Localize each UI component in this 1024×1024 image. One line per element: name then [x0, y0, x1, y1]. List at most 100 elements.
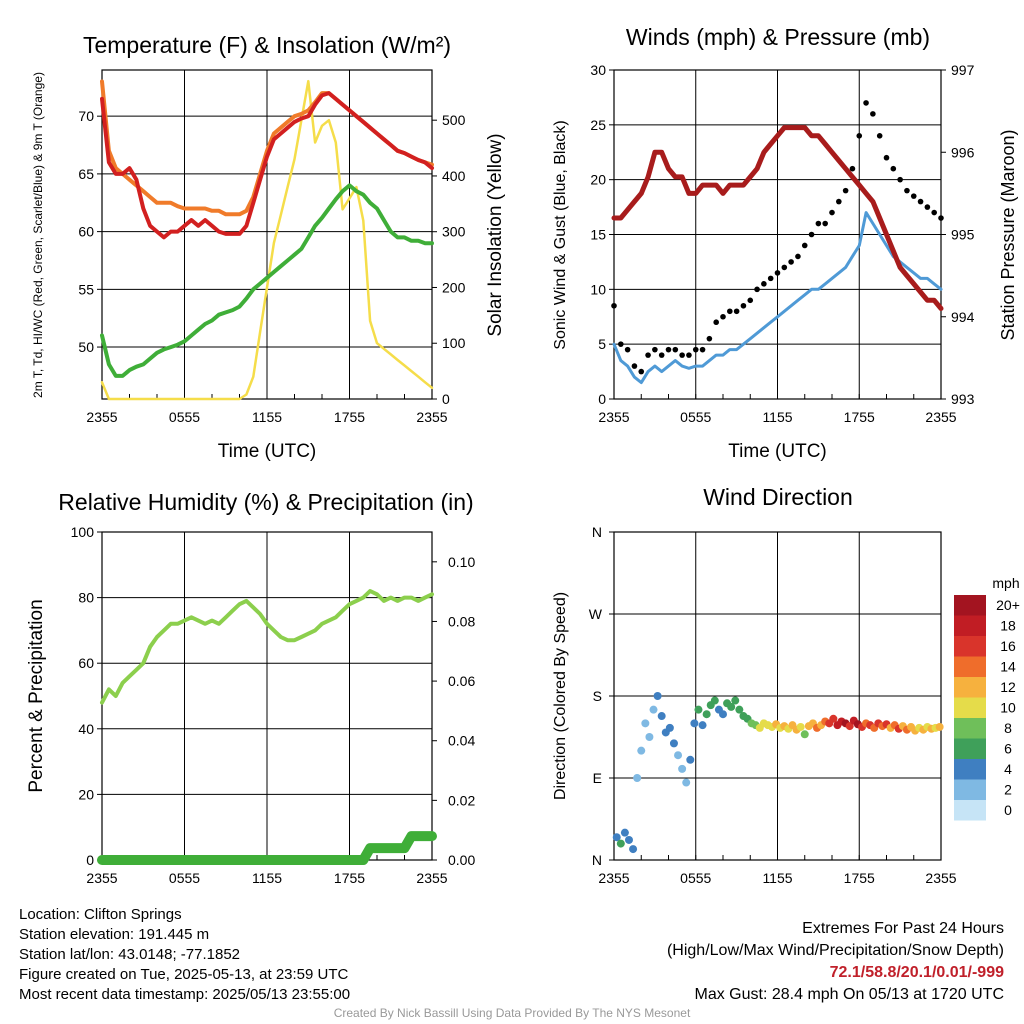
chart-title: Winds (mph) & Pressure (mb)	[626, 24, 930, 50]
x-axis-label: Time (UTC)	[218, 441, 317, 462]
y2-tick-label: 0.06	[448, 673, 475, 689]
legend-swatch	[954, 759, 986, 780]
direction-point	[633, 774, 642, 782]
wind-direction-panel: Wind Direction N E S W N 2355 0555 1155 1755 2355 D…	[552, 484, 1020, 886]
extremes-title: Extremes For Past 24 Hours	[802, 920, 1004, 937]
legend-label: 16	[1000, 638, 1016, 654]
gust-point	[808, 231, 815, 238]
direction-point	[686, 755, 695, 764]
y2-tick-label: 0.02	[448, 792, 475, 808]
y2-tick-label: 500	[442, 112, 466, 128]
location-text: Location: Clifton Springs	[19, 906, 182, 923]
gust-point	[686, 352, 692, 358]
y-tick-label: 20	[78, 786, 94, 802]
y-tick-label: 15	[590, 227, 606, 243]
elevation-text: Station elevation: 191.445 m	[19, 926, 210, 943]
gust-point	[727, 308, 733, 315]
direction-point	[629, 845, 638, 854]
x-tick-label: 0555	[169, 870, 200, 886]
gust-point	[720, 313, 726, 320]
gust-point	[801, 242, 808, 249]
chart-title: Relative Humidity (%) & Precipitation (i…	[58, 489, 473, 515]
x-tick-label: 0555	[169, 409, 200, 425]
y-tick-label: 60	[78, 655, 94, 671]
x-tick-label: 2355	[86, 870, 117, 886]
y-tick-label: N	[592, 524, 602, 540]
y-tick-label: 20	[590, 172, 606, 188]
gust-point	[618, 341, 624, 347]
max-gust-text: Max Gust: 28.4 mph On 05/13 at 1720 UTC	[694, 986, 1005, 1003]
legend-label: 0	[1004, 802, 1012, 818]
legend-swatch	[954, 615, 986, 636]
gust-point	[938, 215, 944, 221]
x-tick-label: 2355	[416, 409, 447, 425]
direction-point	[669, 739, 678, 748]
gust-point	[740, 302, 747, 309]
extremes-info: Extremes For Past 24 Hours (High/Low/Max…	[667, 918, 1004, 1006]
direction-point	[710, 696, 719, 705]
y-tick-label: 60	[78, 224, 94, 240]
gust-point	[692, 346, 699, 353]
precip-series-line	[97, 831, 437, 865]
direction-point	[719, 710, 727, 719]
gust-point	[754, 286, 760, 293]
direction-point	[727, 702, 736, 711]
legend-label: 4	[1004, 761, 1012, 777]
y-axis-label: Sonic Wind & Gust (Blue, Black)	[552, 120, 569, 349]
temperature-insolation-panel: Temperature (F) & Insolation (W/m²) 50 55 6…	[31, 32, 506, 462]
gust-point	[897, 176, 903, 183]
gust-point	[733, 308, 740, 315]
direction-point	[674, 751, 683, 760]
y-tick-label: 25	[590, 117, 606, 133]
legend-swatch	[954, 800, 986, 821]
humidity-precip-panel: Relative Humidity (%) & Precipitation (i…	[26, 489, 475, 886]
x-tick-label: 2355	[86, 409, 117, 425]
gust-point	[883, 154, 890, 161]
direction-point	[653, 692, 662, 700]
y-tick-label: 0	[86, 852, 94, 868]
x-tick-label: 1755	[334, 870, 365, 886]
gust-point	[836, 198, 842, 205]
direction-point	[649, 705, 658, 714]
extremes-values: 72.1/58.8/20.1/0.01/-999	[829, 964, 1004, 981]
gust-point	[917, 198, 924, 205]
direction-point	[796, 722, 805, 731]
gust-point	[761, 281, 767, 287]
y-tick-label: 55	[78, 281, 94, 297]
gust-point	[815, 220, 822, 227]
direction-point	[624, 835, 633, 844]
gust-point	[624, 346, 631, 353]
gust-point	[904, 187, 910, 194]
legend-label: 6	[1004, 741, 1012, 757]
direction-point	[678, 764, 687, 773]
gust-point	[638, 368, 645, 375]
legend-label: 18	[1000, 618, 1016, 634]
gust-point	[747, 297, 754, 304]
gust-point	[931, 209, 937, 216]
y-tick-label: 80	[78, 590, 94, 606]
humidity-series-line	[100, 589, 434, 705]
y-axis-label: Direction (Colored By Speed)	[552, 592, 569, 800]
y-tick-label: 70	[78, 108, 94, 124]
legend-swatch	[954, 677, 986, 698]
y2-tick-label: 993	[951, 391, 975, 407]
gust-point	[829, 209, 835, 216]
direction-point	[935, 722, 944, 731]
direction-point	[845, 722, 854, 731]
legend-label: 2	[1004, 782, 1012, 798]
legend-title: mph	[992, 575, 1019, 591]
created-text: Figure created on Tue, 2025-05-13, at 23…	[19, 966, 349, 983]
legend-swatch	[954, 595, 986, 616]
direction-point	[645, 733, 654, 741]
direction-point	[735, 705, 744, 714]
x-tick-label: 0555	[680, 870, 711, 886]
x-tick-label: 1155	[252, 870, 282, 886]
y2-tick-label: 997	[951, 62, 975, 78]
pressure-series-line	[611, 125, 944, 311]
gust-point	[706, 335, 713, 342]
y-tick-label: 65	[78, 166, 94, 182]
direction-point	[612, 833, 621, 842]
x-tick-label: 2355	[598, 409, 629, 425]
gust-point	[658, 352, 665, 358]
gust-point	[774, 270, 781, 276]
